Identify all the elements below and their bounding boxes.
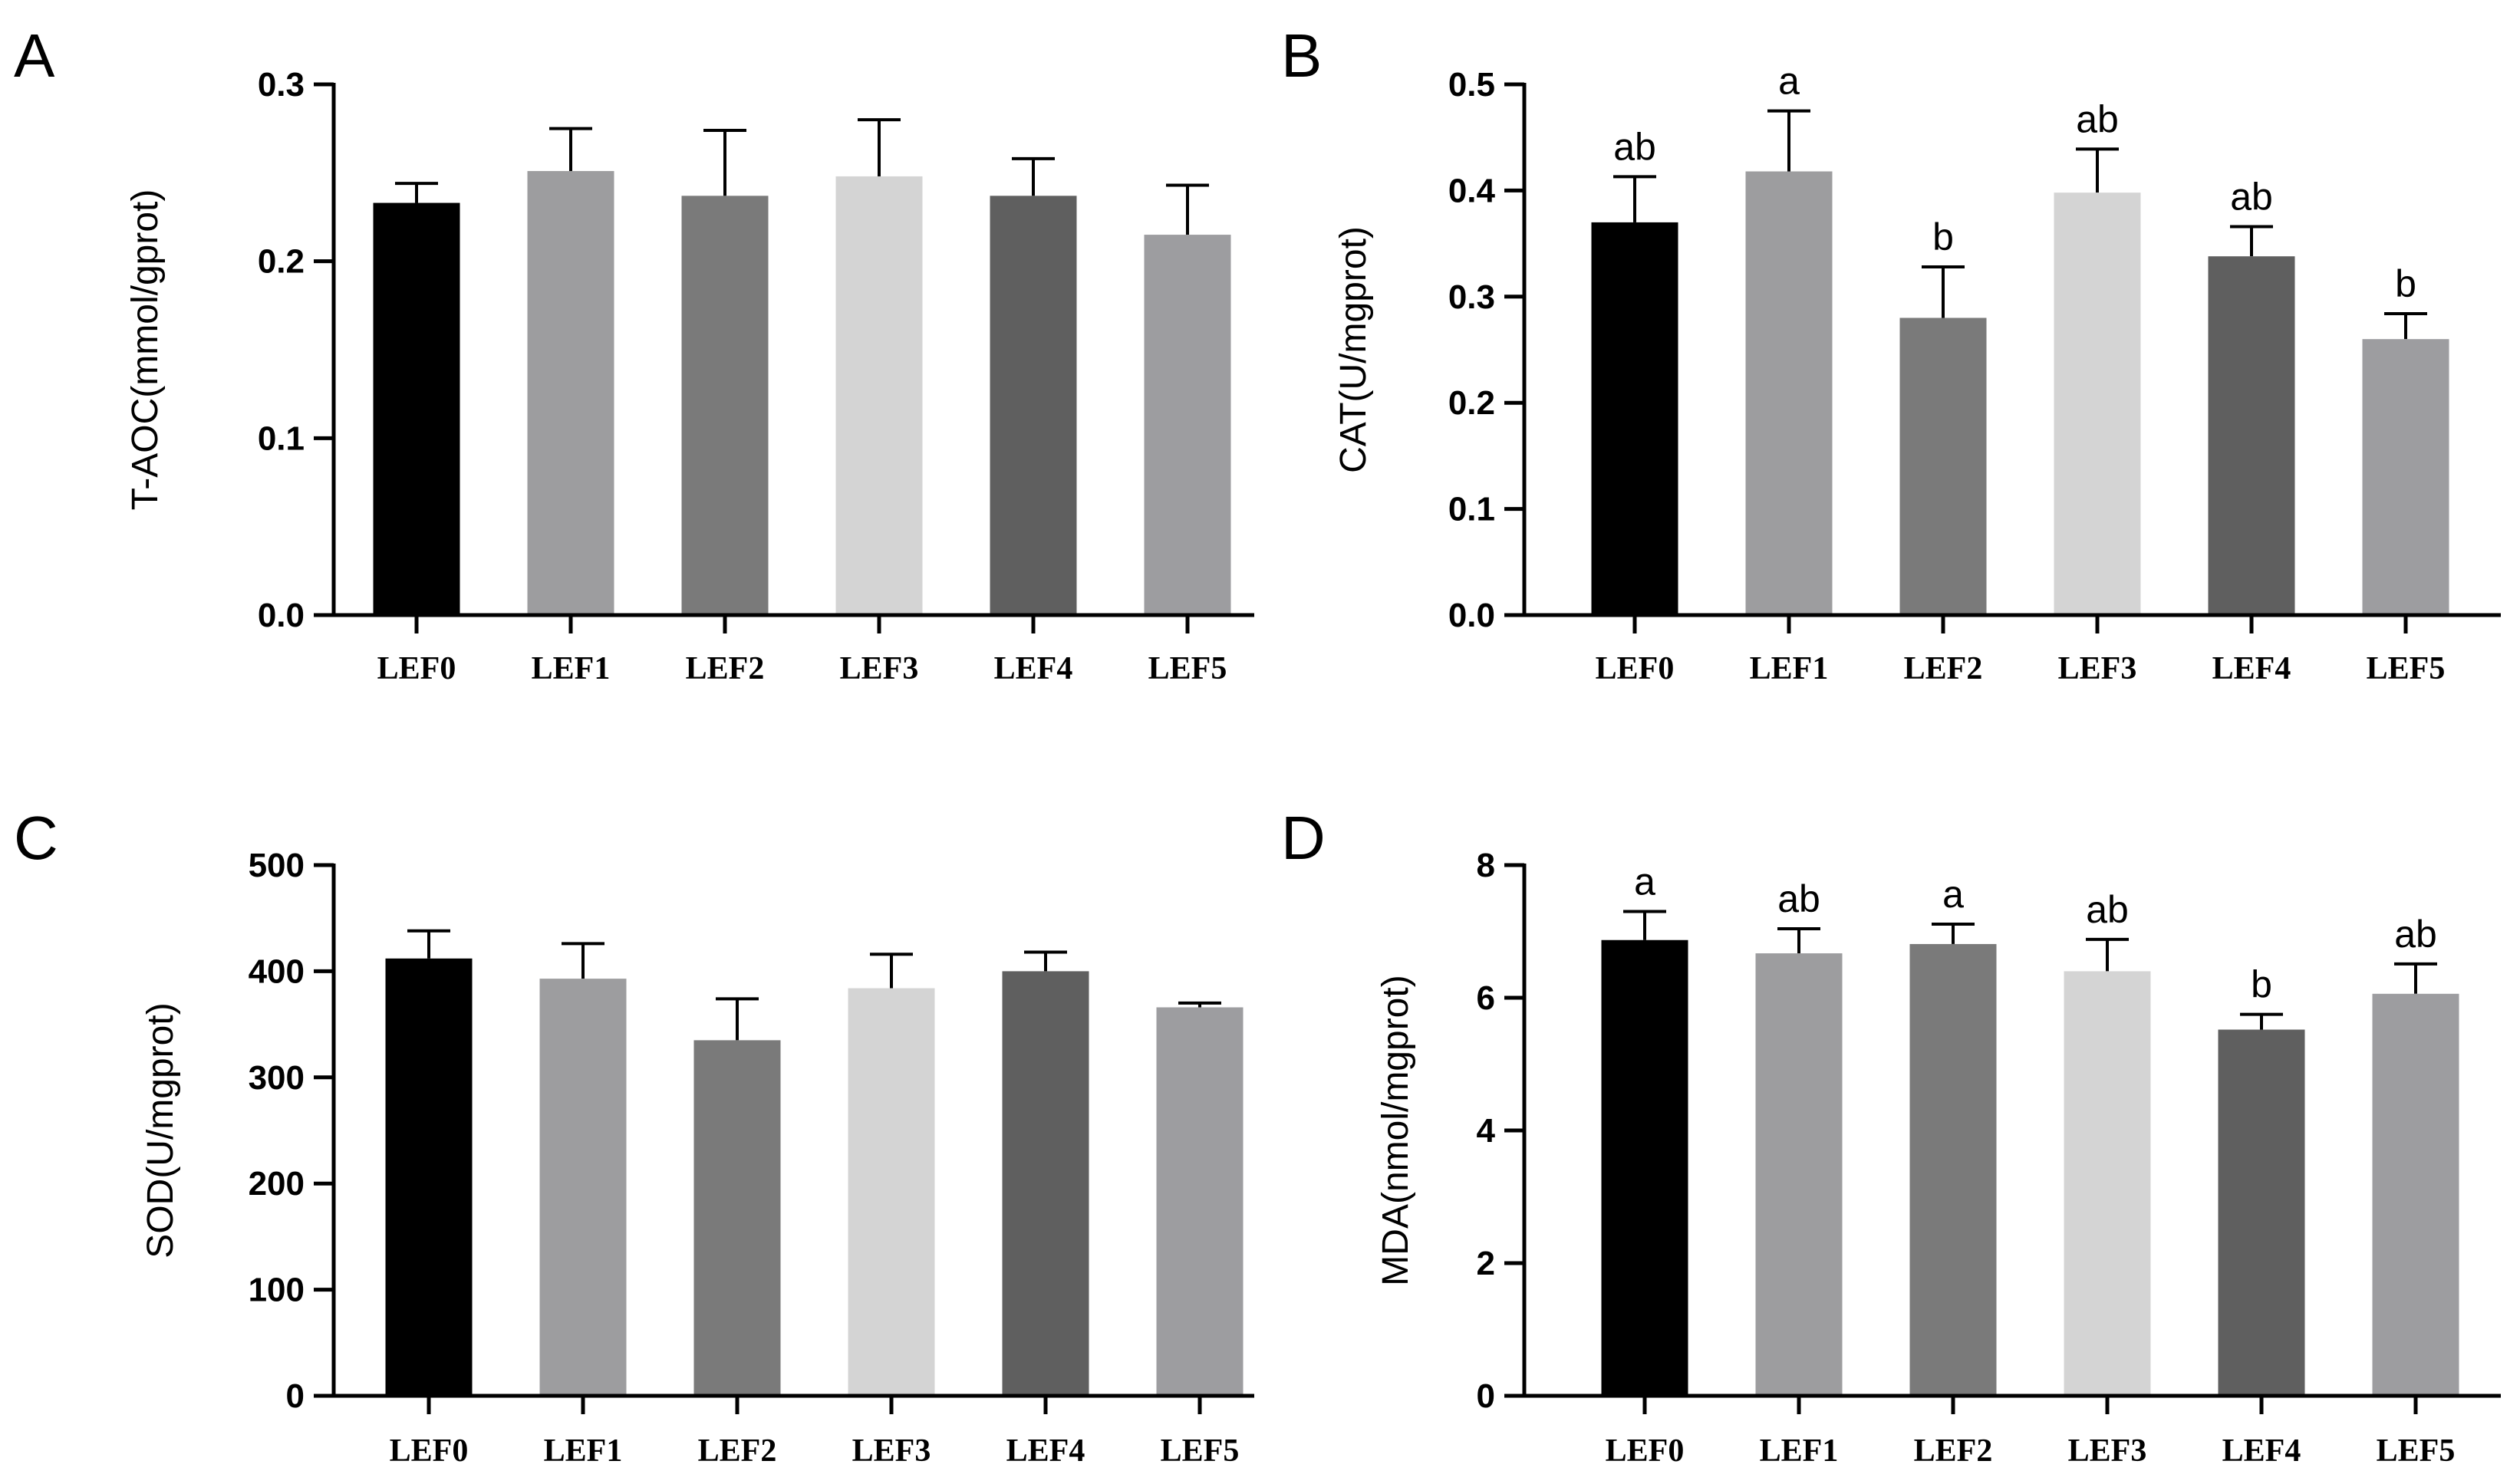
y-tick-label: 200: [249, 1165, 305, 1203]
significance-label: a: [1634, 860, 1655, 903]
x-tick-label: LEF4: [994, 651, 1073, 686]
bar-lef4: [2218, 1029, 2305, 1396]
panel-letter: C: [14, 804, 58, 872]
significance-label: ab: [1777, 877, 1820, 920]
x-tick-label: LEF4: [2222, 1433, 2301, 1469]
panel-d: D MDA(nmol/mgprot) a LEF0 ab LEF1 a LEF2 ab LEF3 b…: [1281, 804, 2501, 1469]
panel-c: C SOD(U/mgprot) LEF0 LEF1 LEF2 LEF3 LEF4 LEF5 0 1…: [14, 804, 1254, 1469]
y-tick-label: 0.0: [258, 597, 305, 634]
y-axis-label: CAT(U/mgprot): [1333, 226, 1374, 473]
x-tick-label: LEF0: [1596, 651, 1675, 686]
y-tick-label: 0.5: [1448, 66, 1495, 104]
x-tick-label: LEF5: [2377, 1433, 2456, 1469]
y-tick-label: 0: [286, 1377, 305, 1415]
bar-lef5: [2362, 339, 2449, 615]
bar-lef3: [835, 176, 923, 616]
x-tick-label: LEF4: [1006, 1433, 1085, 1469]
bar-lef0: [1601, 939, 1688, 1396]
panel-letter: D: [1281, 804, 1326, 872]
bar-lef2: [681, 196, 769, 615]
y-tick-label: 0.4: [1448, 172, 1496, 209]
y-tick-label: 0.1: [1448, 491, 1495, 528]
significance-label: a: [1778, 60, 1800, 103]
y-tick-label: 0.1: [258, 420, 305, 457]
bar-lef1: [1755, 953, 1843, 1396]
significance-label: b: [2395, 262, 2416, 305]
x-tick-label: LEF3: [840, 651, 919, 686]
bar-lef2: [1899, 318, 1987, 615]
bar-lef1: [539, 979, 627, 1396]
panel-letter: B: [1281, 21, 1322, 90]
significance-label: ab: [1613, 125, 1656, 168]
y-axis-label: SOD(U/mgprot): [140, 1002, 181, 1258]
x-tick-label: LEF4: [2212, 651, 2291, 686]
bar-lef0: [1591, 222, 1678, 615]
bar-lef0: [373, 202, 460, 616]
bar-lef4: [990, 196, 1077, 615]
bar-lef5: [1156, 1007, 1244, 1396]
y-tick-label: 0.2: [1448, 384, 1495, 422]
x-tick-label: LEF1: [532, 651, 611, 686]
significance-label: ab: [2394, 913, 2437, 956]
x-tick-label: LEF1: [1750, 651, 1829, 686]
x-tick-label: LEF3: [2058, 651, 2137, 686]
bar-lef3: [2054, 192, 2141, 616]
x-tick-label: LEF2: [1914, 1433, 1993, 1469]
y-tick-label: 4: [1477, 1112, 1496, 1150]
bar-lef2: [693, 1040, 781, 1396]
y-axis-label: T-AOC(mmol/gprot): [125, 189, 166, 511]
y-tick-label: 500: [249, 847, 305, 884]
bar-lef1: [1745, 171, 1833, 615]
y-tick-label: 0: [1477, 1377, 1495, 1415]
y-tick-label: 6: [1477, 979, 1495, 1017]
y-tick-label: 2: [1477, 1245, 1495, 1282]
significance-label: ab: [2086, 888, 2129, 931]
bar-lef3: [2064, 971, 2151, 1396]
bar-lef4: [1002, 971, 1089, 1396]
x-tick-label: LEF3: [852, 1433, 931, 1469]
y-axis-label: MDA(nmol/mgprot): [1375, 975, 1416, 1285]
x-tick-label: LEF0: [377, 651, 456, 686]
significance-label: b: [2251, 963, 2272, 1006]
x-tick-label: LEF0: [390, 1433, 469, 1469]
significance-label: a: [1942, 873, 1964, 916]
bar-lef4: [2208, 256, 2295, 615]
x-tick-label: LEF1: [1760, 1433, 1839, 1469]
bar-lef5: [1144, 235, 1231, 615]
significance-label: ab: [2076, 97, 2119, 140]
x-tick-label: LEF2: [698, 1433, 777, 1469]
x-tick-label: LEF5: [1148, 651, 1227, 686]
panel-b: B CAT(U/mgprot) ab LEF0 a LEF1 b LEF2 ab LEF3 ab LE…: [1281, 21, 2501, 686]
x-tick-label: LEF1: [544, 1433, 623, 1469]
bar-lef0: [385, 958, 473, 1396]
y-tick-label: 0.2: [258, 243, 305, 281]
significance-label: ab: [2230, 175, 2273, 218]
y-tick-label: 100: [249, 1272, 305, 1309]
x-tick-label: LEF5: [2367, 651, 2446, 686]
x-tick-label: LEF2: [1904, 651, 1983, 686]
y-tick-label: 400: [249, 953, 305, 990]
significance-label: b: [1932, 216, 1954, 258]
panel-letter: A: [14, 21, 55, 90]
y-tick-label: 0.0: [1448, 597, 1495, 634]
x-tick-label: LEF0: [1606, 1433, 1685, 1469]
bar-lef3: [848, 988, 935, 1396]
y-tick-label: 300: [249, 1059, 305, 1097]
y-tick-label: 0.3: [1448, 278, 1495, 316]
bar-lef1: [527, 171, 614, 615]
bar-lef2: [1909, 943, 1997, 1396]
x-tick-label: LEF2: [686, 651, 765, 686]
panel-a: A T-AOC(mmol/gprot) LEF0 LEF1 LEF2 LEF3 LEF4 LE…: [14, 21, 1254, 686]
x-tick-label: LEF3: [2068, 1433, 2147, 1469]
y-tick-label: 0.3: [258, 66, 305, 104]
bar-lef5: [2372, 993, 2459, 1396]
y-tick-label: 8: [1477, 847, 1495, 884]
x-tick-label: LEF5: [1161, 1433, 1240, 1469]
